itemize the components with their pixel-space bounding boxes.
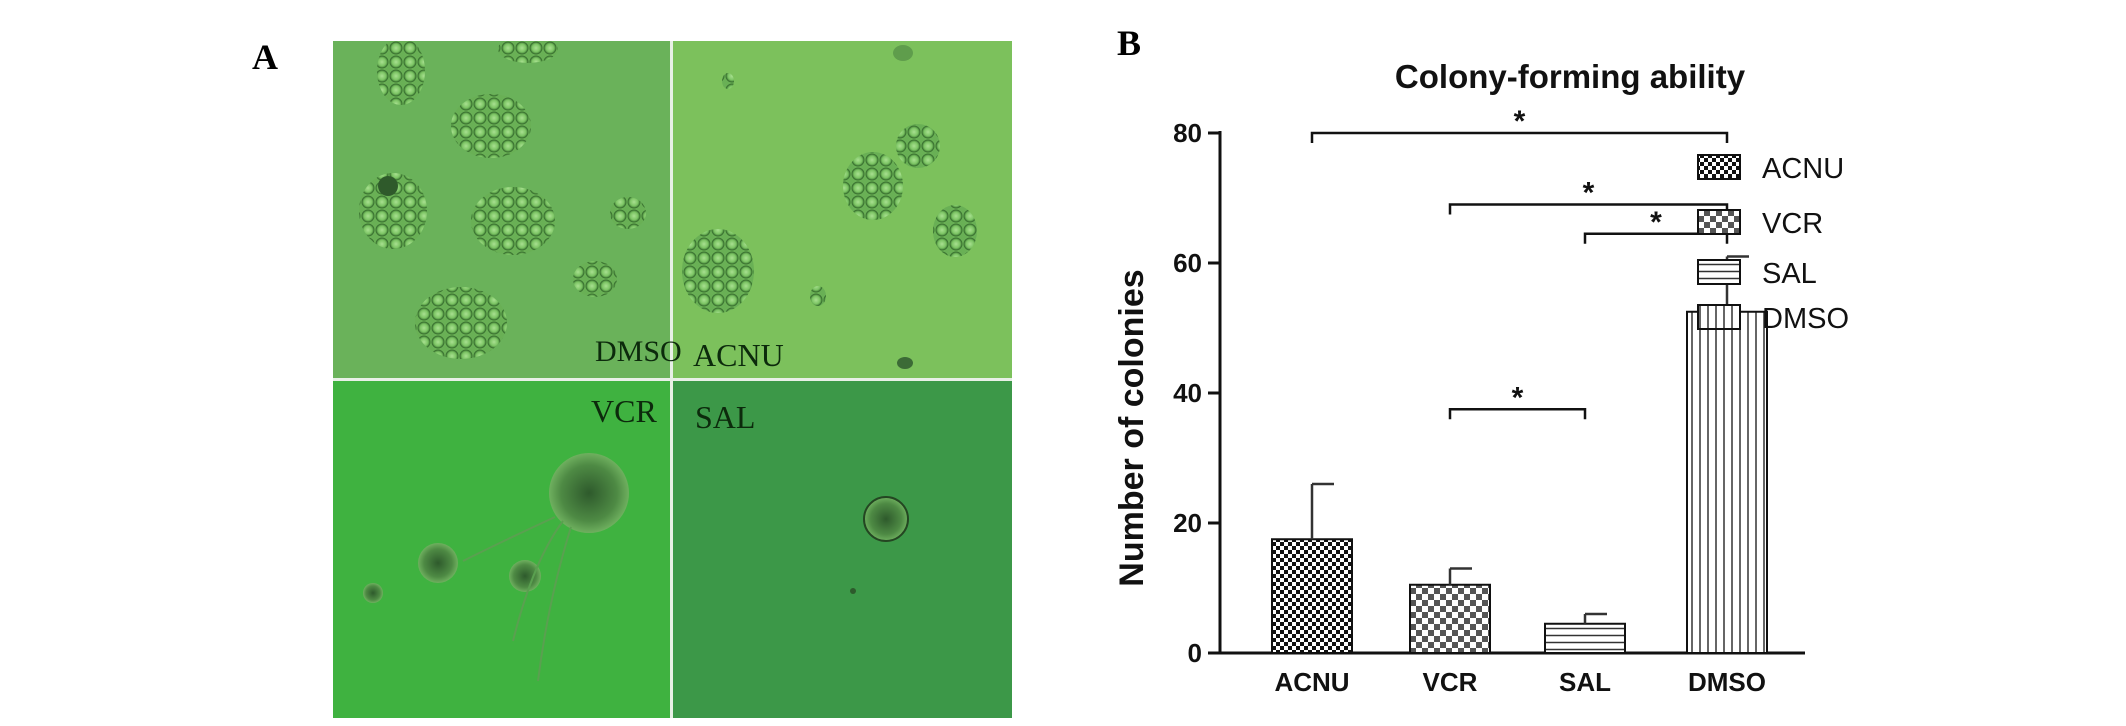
chart-title: Colony-forming ability xyxy=(1395,58,1746,95)
legend-label-sal: SAL xyxy=(1762,258,1817,290)
x-tick-label-sal: SAL xyxy=(1559,667,1611,697)
bar-acnu xyxy=(1271,538,1353,654)
significance-star: * xyxy=(1583,177,1595,210)
bar-dmso xyxy=(1686,310,1768,654)
panel-b-letter: B xyxy=(1117,23,1142,63)
panel-a-letter: A xyxy=(252,37,278,77)
bar-chart: Colony-forming ability Number of colonie… xyxy=(1113,58,1849,697)
label-dmso: DMSO xyxy=(595,335,682,368)
label-acnu: ACNU xyxy=(693,337,784,373)
acnu-colonies xyxy=(682,45,977,369)
legend-swatch-dmso xyxy=(1697,304,1741,330)
legend-swatch-vcr xyxy=(1697,209,1741,235)
x-tick-label-acnu: ACNU xyxy=(1274,667,1349,697)
dmso-colonies xyxy=(359,35,646,359)
y-axis-label: Number of colonies xyxy=(1113,269,1151,586)
y-ticks: 0 20 40 60 80 xyxy=(1173,118,1220,668)
quadrant-vcr xyxy=(333,381,670,718)
x-tick-label-vcr: VCR xyxy=(1423,667,1478,697)
y-tick-label: 60 xyxy=(1173,248,1202,278)
significance-bracket xyxy=(1583,232,1729,244)
legend-label-acnu: ACNU xyxy=(1762,153,1844,185)
significance-brackets: * * * * xyxy=(1310,105,1729,420)
x-tick-label-dmso: DMSO xyxy=(1688,667,1766,697)
label-sal: SAL xyxy=(695,399,756,435)
bar-vcr xyxy=(1409,583,1491,654)
x-tick-labels: ACNU VCR SAL DMSO xyxy=(1274,667,1766,697)
micrograph-image xyxy=(333,35,1012,718)
significance-star: * xyxy=(1514,105,1526,138)
legend-swatch-acnu xyxy=(1697,154,1741,180)
y-tick-label: 0 xyxy=(1188,638,1202,668)
legend-swatch-sal xyxy=(1697,259,1741,285)
y-tick-label: 40 xyxy=(1173,378,1202,408)
bars xyxy=(1271,310,1768,654)
significance-bracket xyxy=(1310,131,1729,143)
significance-star: * xyxy=(1650,206,1662,239)
significance-star: * xyxy=(1512,381,1524,414)
error-bars xyxy=(1310,255,1749,624)
legend-label-dmso: DMSO xyxy=(1762,303,1849,335)
legend: ACNU VCR SAL DMSO xyxy=(1697,153,1849,335)
bar-sal xyxy=(1544,622,1626,654)
vcr-spheres xyxy=(363,453,629,682)
sal-sphere xyxy=(850,496,909,594)
significance-bracket xyxy=(1448,408,1587,420)
y-tick-label: 20 xyxy=(1173,508,1202,538)
legend-label-vcr: VCR xyxy=(1762,208,1823,240)
y-tick-label: 80 xyxy=(1173,118,1202,148)
quadrant-sal xyxy=(673,381,1012,718)
micrograph-grid: DMSO ACNU VCR SAL xyxy=(333,35,1012,718)
label-vcr: VCR xyxy=(591,393,657,429)
